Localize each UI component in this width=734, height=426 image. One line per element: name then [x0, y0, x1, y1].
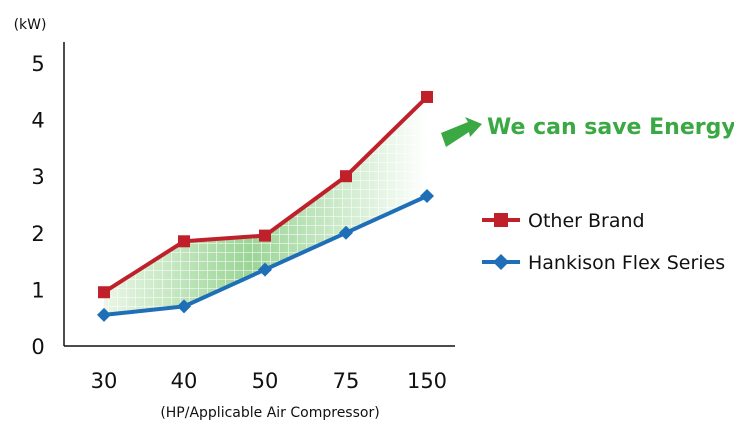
legend-label: Hankison Flex Series — [528, 252, 725, 274]
savings-annotation: We can save Energy — [487, 115, 734, 140]
y-tick-label: 1 — [31, 278, 44, 302]
data-point-other-brand — [421, 90, 433, 103]
data-point-hankison-flex-series — [97, 307, 111, 322]
y-tick-label: 5 — [31, 52, 44, 76]
y-axis-label: (kW) — [14, 17, 47, 33]
x-tick-label: 30 — [91, 369, 118, 393]
shaded-area-grid — [104, 97, 427, 315]
data-point-other-brand — [340, 170, 352, 183]
legend-marker — [493, 254, 509, 270]
series-group — [97, 90, 434, 322]
x-tick-label: 75 — [333, 369, 360, 393]
x-tick-labels: 30 40 50 75 150 — [91, 369, 447, 393]
y-tick-label: 3 — [31, 165, 44, 189]
data-point-hankison-flex-series — [258, 262, 272, 277]
x-tick-label: 50 — [252, 369, 279, 393]
data-point-hankison-flex-series — [339, 225, 353, 240]
data-point-hankison-flex-series — [420, 189, 434, 204]
data-point-other-brand — [98, 286, 110, 299]
y-tick-labels: 0 1 2 3 4 5 — [31, 52, 44, 359]
x-tick-label: 40 — [171, 369, 198, 393]
x-tick-label: 150 — [407, 369, 447, 393]
y-tick-label: 4 — [31, 109, 44, 133]
legend-item: Other Brand — [482, 210, 645, 232]
y-tick-label: 0 — [31, 335, 44, 359]
arrow-icon — [441, 117, 482, 147]
data-point-other-brand — [178, 235, 190, 248]
legend-item: Hankison Flex Series — [482, 252, 725, 274]
legend: Other Brand Hankison Flex Series — [482, 210, 725, 274]
y-tick-label: 2 — [31, 222, 44, 246]
data-point-other-brand — [259, 229, 271, 242]
data-point-hankison-flex-series — [177, 299, 191, 314]
savings-shaded-area — [104, 97, 427, 315]
x-axis-label: (HP/Applicable Air Compressor) — [160, 405, 379, 421]
legend-marker — [494, 213, 508, 227]
legend-label: Other Brand — [528, 210, 645, 232]
